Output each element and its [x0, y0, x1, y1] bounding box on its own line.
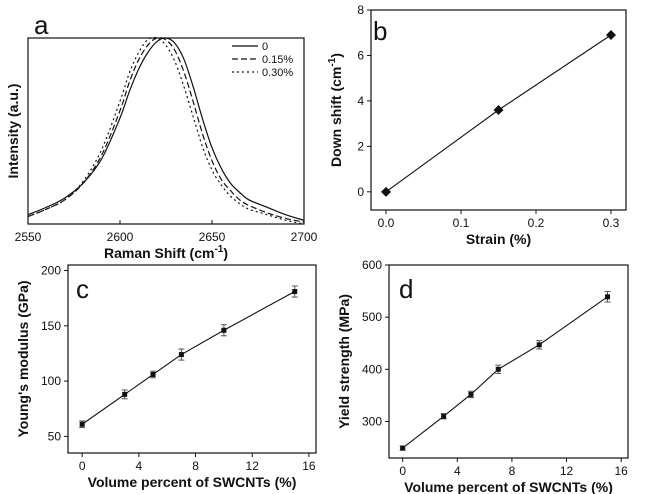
plot-frame: [370, 9, 627, 211]
data-point: [605, 294, 611, 300]
plot-frame: [67, 264, 317, 454]
y-tick-label: 200: [41, 264, 61, 278]
panel-letter: d: [399, 274, 413, 304]
x-tick-label: 2650: [199, 230, 226, 244]
x-tick-label: 12: [246, 459, 260, 473]
x-tick-label: 16: [614, 464, 628, 478]
x-tick-label: 0.2: [528, 216, 545, 230]
data-point: [468, 391, 474, 397]
data-point: [493, 105, 504, 115]
y-tick-label: 6: [357, 48, 364, 62]
y-tick-label: 100: [41, 374, 61, 388]
y-tick-label: 50: [48, 429, 62, 443]
x-axis-title: Raman Shift (cm-1): [104, 244, 228, 261]
x-tick-label: 0.0: [378, 216, 395, 230]
x-axis-title: Volume percent of SWCNTs (%): [404, 479, 613, 494]
y-axis-title: Down shift (cm-1): [327, 53, 344, 167]
x-tick-label: 0.1: [453, 216, 470, 230]
y-tick-label: 2: [357, 139, 364, 153]
data-point: [381, 186, 391, 197]
panel-b: b 0.0 0.1 0.2 0.3 0 2 4 6 8 Strain (%) Down shift (…: [327, 3, 627, 247]
x-tick-label: 4: [136, 459, 143, 473]
data-point: [150, 371, 156, 377]
data-point: [178, 352, 184, 358]
legend-label: 0: [262, 41, 268, 53]
x-tick-label: 12: [560, 464, 574, 478]
y-tick-label: 0: [357, 185, 364, 199]
x-tick-label: 2700: [291, 230, 318, 244]
data-point: [441, 413, 447, 419]
x-tick-label: 0: [79, 459, 86, 473]
data-point: [122, 391, 128, 397]
y-axis-title: Young's modulus (GPa): [15, 280, 31, 437]
panel-letter: b: [373, 16, 387, 46]
x-tick-label: 0: [399, 464, 406, 478]
panel-c: c 0 4 8 12 16 50 100 150 200 Volume percent of SWC…: [15, 264, 317, 490]
x-tick-label: 8: [509, 464, 516, 478]
x-axis-title: Volume percent of SWCNTs (%): [88, 474, 297, 490]
series-line-1: [27, 36, 305, 223]
data-point: [536, 342, 542, 348]
series-line-0: [27, 37, 305, 221]
x-tick-label: 2600: [107, 230, 134, 244]
legend-label: 0.30%: [262, 67, 293, 79]
x-tick-label: 0.3: [603, 216, 620, 230]
data-point: [79, 421, 85, 427]
data-point: [221, 327, 227, 333]
y-tick-label: 8: [357, 3, 364, 17]
panel-d: d 0 4 8 12 16 300 400 500 600 Volume percent of SW…: [336, 258, 629, 494]
series-line-2: [27, 36, 305, 225]
plot-frame: [388, 264, 629, 459]
data-point: [292, 289, 298, 295]
y-tick-label: 600: [362, 258, 382, 272]
data-line: [402, 296, 608, 449]
x-tick-label: 8: [192, 459, 199, 473]
y-axis-title: Yield strength (MPa): [336, 294, 352, 429]
y-tick-label: 500: [362, 310, 382, 324]
x-tick-label: 16: [302, 459, 316, 473]
panel-letter: c: [76, 274, 89, 304]
legend-label: 0.15%: [262, 54, 293, 66]
y-tick-label: 4: [357, 94, 364, 108]
data-line: [81, 291, 296, 425]
x-axis-title: Strain (%): [466, 231, 531, 247]
y-tick-label: 300: [362, 414, 382, 428]
x-tick-label: 4: [454, 464, 461, 478]
y-tick-label: 400: [362, 362, 382, 376]
panel-letter: a: [34, 10, 49, 40]
y-tick-label: 150: [41, 319, 61, 333]
data-point: [495, 366, 501, 372]
data-point: [606, 30, 616, 40]
y-axis-title: Intensity (a.u.): [5, 84, 21, 179]
data-point: [400, 445, 406, 451]
x-tick-label: 2550: [15, 230, 42, 244]
panel-a: a 2550 2600 2650 2700 Raman Shift (cm-1) Inten…: [5, 10, 318, 261]
